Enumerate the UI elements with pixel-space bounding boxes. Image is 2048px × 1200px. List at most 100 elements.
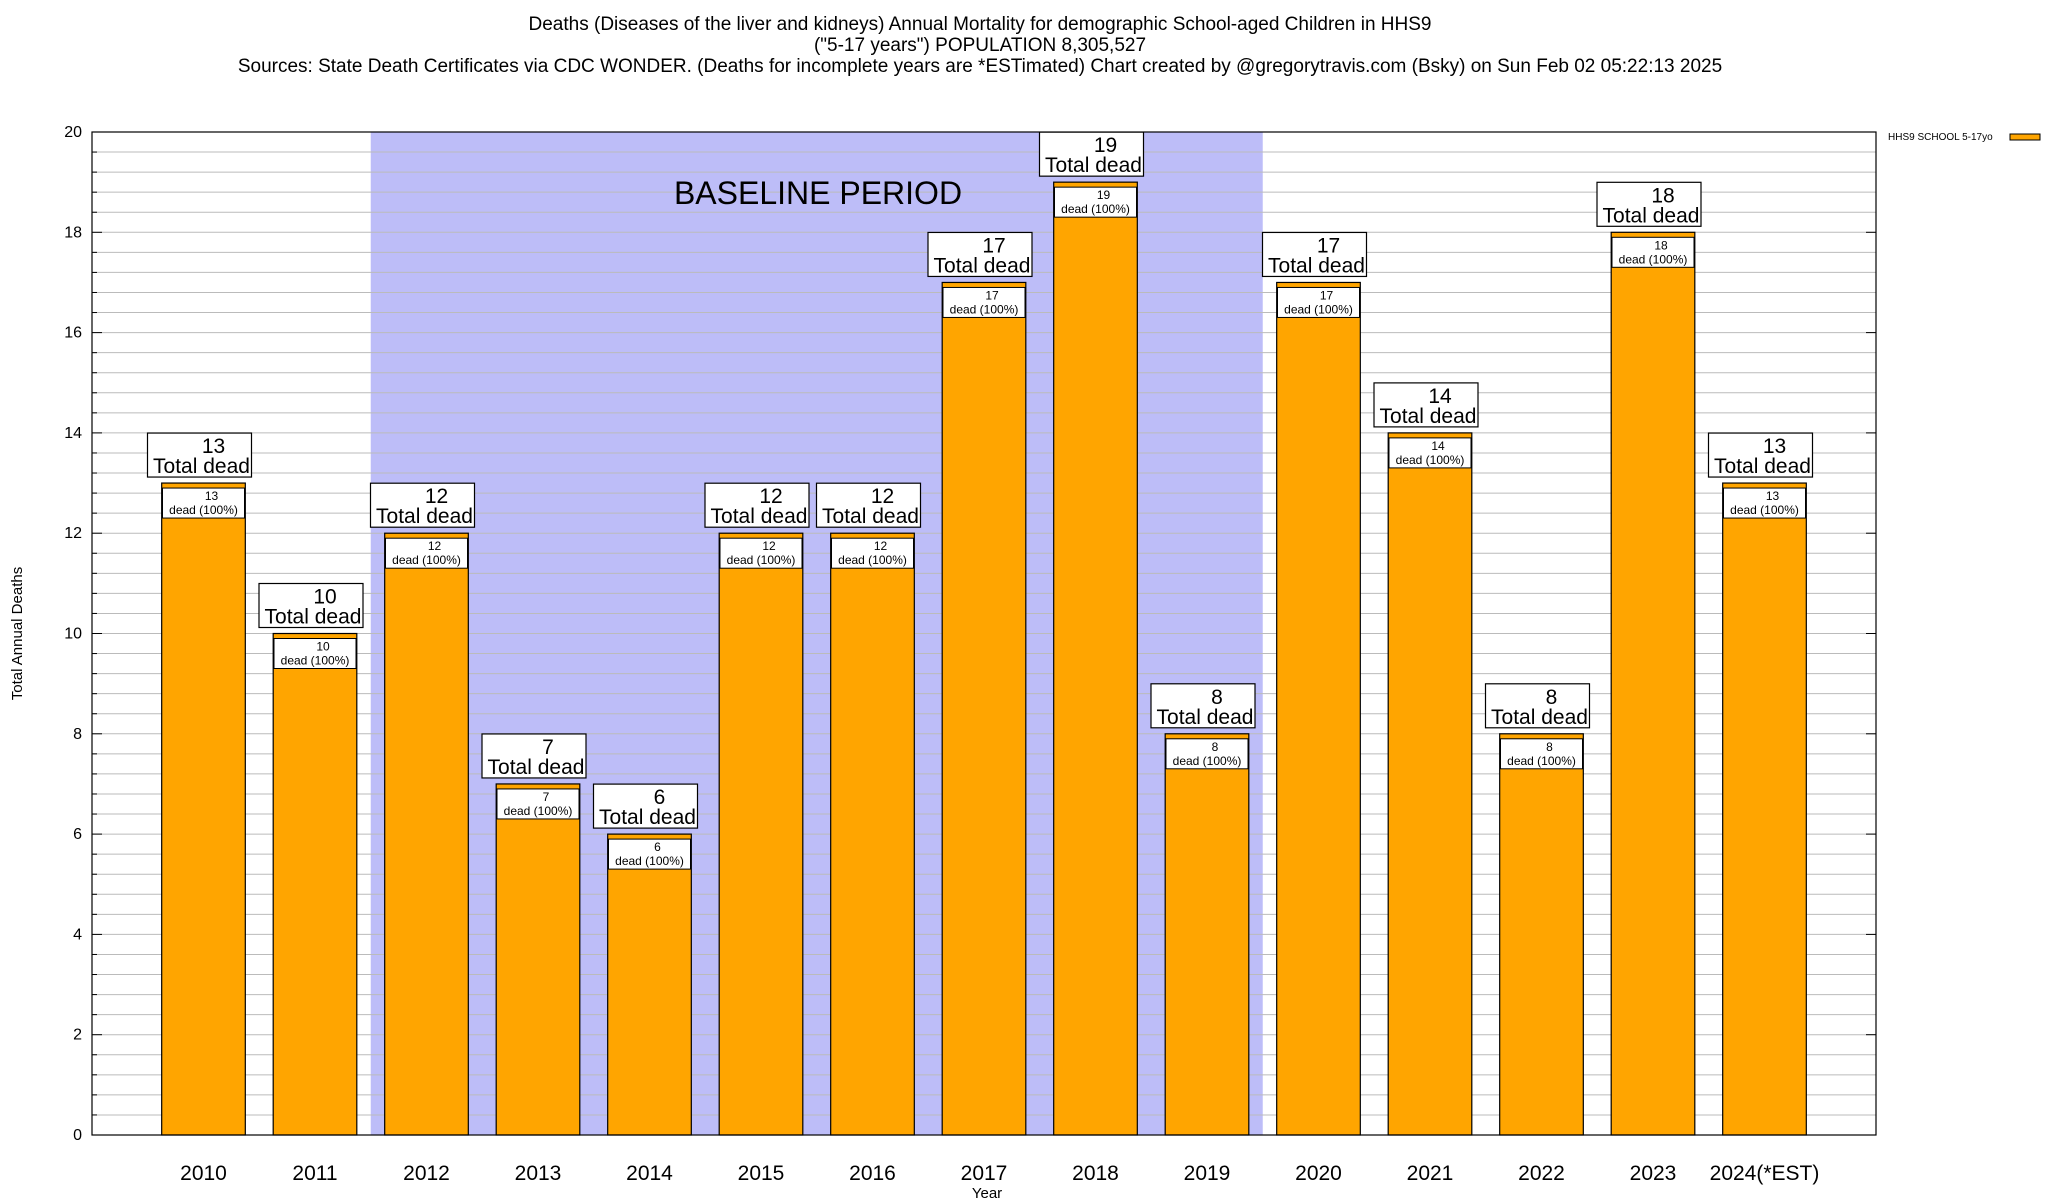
- y-tick-label: 2: [73, 1027, 82, 1044]
- y-tick-label: 14: [64, 425, 82, 442]
- y-tick-label: 20: [64, 124, 82, 141]
- percent-annotation-box: [942, 286, 1026, 318]
- x-tick-label: 2018: [1072, 1162, 1119, 1185]
- chart-title: Deaths (Diseases of the liver and kidney…: [529, 14, 1432, 35]
- total-annotation-box: [592, 783, 699, 829]
- total-annotation-label: Total dead: [1157, 706, 1254, 729]
- percent-annotation-value: 6: [654, 840, 661, 854]
- legend: HHS9 SCHOOL 5-17yo: [1888, 132, 2041, 143]
- x-tick-label: 2016: [849, 1162, 896, 1185]
- percent-annotation-label: dead (100%): [1396, 453, 1465, 467]
- total-annotation-box: [1596, 181, 1702, 227]
- percent-annotation-box: [273, 638, 357, 669]
- total-annotation-value: 13: [1763, 435, 1786, 458]
- bar: [161, 482, 246, 1136]
- percent-annotation-value: 8: [1546, 740, 1553, 754]
- plot-frame: [91, 131, 1877, 1136]
- percent-annotation-label: dead (100%): [1061, 202, 1130, 216]
- total-annotation-value: 12: [871, 485, 894, 508]
- percent-annotation-label: dead (100%): [1507, 754, 1576, 768]
- bar: [607, 833, 692, 1136]
- total-annotation-value: 13: [202, 435, 225, 458]
- bar: [718, 532, 804, 1136]
- percent-annotation-label: dead (100%): [838, 553, 907, 567]
- percent-annotation-box: [1277, 286, 1360, 318]
- total-annotation-label: Total dead: [1714, 455, 1811, 478]
- total-annotation-value: 12: [425, 485, 448, 508]
- y-tick-label: 10: [64, 626, 82, 643]
- total-annotation-value: 12: [759, 485, 782, 508]
- bar: [384, 532, 469, 1136]
- percent-annotation-value: 12: [428, 539, 442, 553]
- percent-annotation-value: 12: [762, 539, 776, 553]
- x-tick-label: 2023: [1630, 1162, 1677, 1185]
- percent-annotation-value: 17: [1320, 288, 1334, 302]
- total-annotation-value: 8: [1546, 686, 1558, 709]
- y-tick-label: 4: [73, 926, 82, 943]
- bar: [272, 632, 358, 1136]
- total-annotation-label: Total dead: [711, 505, 808, 528]
- legend-swatch: [2009, 133, 2041, 141]
- percent-annotation-value: 13: [1766, 489, 1780, 503]
- x-tick-label: 2020: [1295, 1162, 1342, 1185]
- y-tick-label: 8: [73, 726, 82, 743]
- percent-annotation-label: dead (100%): [169, 503, 238, 517]
- total-annotation-label: Total dead: [1045, 154, 1142, 177]
- x-tick-label: 2024(*EST): [1710, 1162, 1820, 1185]
- total-annotation-label: Total dead: [488, 756, 585, 779]
- percent-annotation-box: [1611, 236, 1695, 268]
- percent-annotation-label: dead (100%): [504, 804, 573, 818]
- total-annotation-value: 14: [1428, 385, 1452, 408]
- percent-annotation-value: 8: [1212, 740, 1219, 754]
- total-annotation-box: [258, 582, 364, 629]
- bar: [1387, 432, 1473, 1136]
- total-annotation-value: 18: [1651, 184, 1674, 207]
- percent-annotation-box: [1054, 186, 1137, 218]
- total-annotation-value: 19: [1094, 134, 1117, 157]
- percent-annotation-box: [831, 537, 914, 569]
- y-tick-label: 16: [64, 325, 82, 342]
- bar: [1722, 482, 1807, 1136]
- total-annotation-box: [1707, 432, 1814, 478]
- plot-frame-layer: [91, 131, 1877, 1136]
- y-tick-label: 12: [64, 525, 82, 542]
- percent-annotation-box: [1388, 437, 1472, 469]
- percent-annotation-value: 10: [316, 640, 330, 654]
- percent-annotation-label: dead (100%): [615, 854, 684, 868]
- legend-entry-label: HHS9 SCHOOL 5-17yo: [1888, 132, 1993, 143]
- percent-annotation-label: dead (100%): [1730, 503, 1799, 517]
- total-annotation-value: 10: [313, 586, 336, 609]
- bar: [1276, 281, 1361, 1136]
- x-tick-label: 2011: [292, 1162, 337, 1185]
- percent-annotation-label: dead (100%): [727, 553, 796, 567]
- percent-annotation-box: [1723, 487, 1806, 519]
- x-tick-label: 2021: [1407, 1162, 1454, 1185]
- total-annotation-value: 7: [542, 736, 554, 759]
- y-tick-label: 6: [73, 826, 82, 843]
- percent-annotation-box: [385, 537, 468, 569]
- x-tick-label: 2014: [626, 1162, 673, 1185]
- bar: [495, 783, 581, 1136]
- x-tick-label: 2022: [1518, 1162, 1565, 1185]
- chart-subtitle: ("5-17 years") POPULATION 8,305,527: [814, 35, 1146, 56]
- total-annotation-box: [146, 432, 253, 478]
- percent-annotation-label: dead (100%): [1173, 754, 1242, 768]
- total-annotation-value: 17: [982, 234, 1005, 257]
- percent-annotation-box: [1500, 738, 1583, 770]
- total-annotation-box: [1261, 231, 1368, 278]
- total-annotation-box: [1484, 683, 1591, 729]
- bar: [1610, 231, 1696, 1136]
- x-axis-title: Year: [972, 1185, 1002, 1200]
- percent-annotation-value: 18: [1654, 238, 1668, 252]
- percent-annotation-value: 14: [1431, 439, 1445, 453]
- total-annotation-box: [927, 231, 1033, 278]
- percent-annotation-label: dead (100%): [950, 302, 1019, 316]
- x-tick-label: 2019: [1184, 1162, 1231, 1185]
- total-annotation-label: Total dead: [934, 254, 1031, 277]
- percent-annotation-box: [496, 788, 580, 820]
- percent-annotation-label: dead (100%): [281, 654, 350, 668]
- percent-annotation-box: [162, 487, 245, 519]
